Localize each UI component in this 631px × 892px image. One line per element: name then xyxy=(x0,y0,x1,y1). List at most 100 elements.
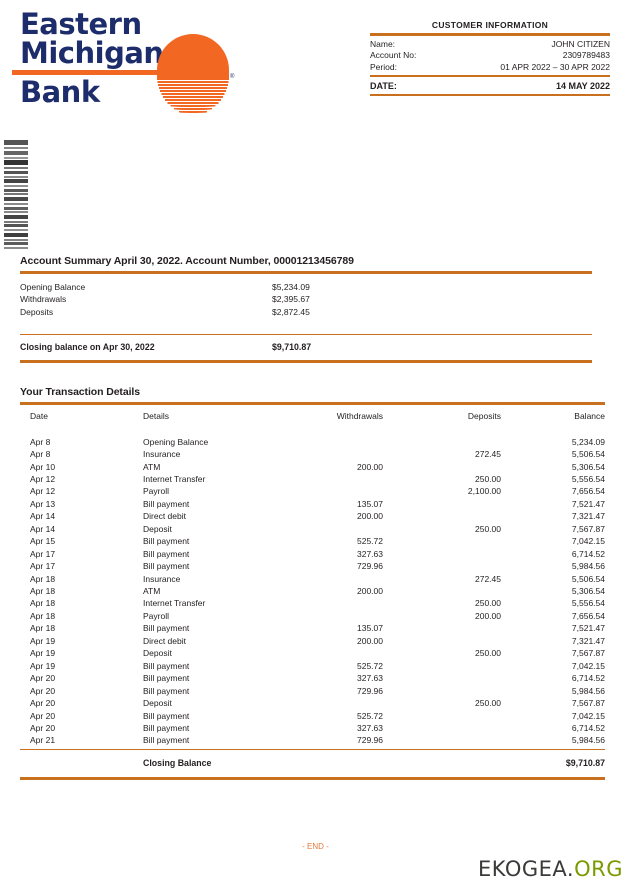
transactions-bottom-rule xyxy=(20,748,605,751)
cell-balance: 5,506.54 xyxy=(571,449,605,460)
sun-dome xyxy=(157,34,229,78)
cell-date: Apr 14 xyxy=(30,523,56,534)
table-row: Apr 19 Bill payment 525.72 7,042.15 xyxy=(20,660,605,672)
cell-balance: 6,714.52 xyxy=(571,723,605,734)
cell-balance: 5,506.54 xyxy=(571,573,605,584)
cell-deposits: 272.45 xyxy=(475,573,501,584)
cell-date: Apr 12 xyxy=(30,473,56,484)
cell-balance: 7,567.87 xyxy=(571,648,605,659)
cell-balance: 5,984.56 xyxy=(571,561,605,572)
account-summary-top-rule xyxy=(20,271,592,274)
statement-header: Eastern Michigan Bank ® CUSTOMER INFORMA… xyxy=(0,0,631,128)
table-row: Apr 18 Bill payment 135.07 7,521.47 xyxy=(20,622,605,634)
cell-withdrawals xyxy=(278,597,393,609)
account-summary-section: Account Summary April 30, 2022. Account … xyxy=(20,255,592,363)
transactions-final-rule xyxy=(20,777,605,780)
cell-withdrawals xyxy=(278,523,393,535)
cell-date: Apr 10 xyxy=(30,461,56,472)
cell-withdrawals: 525.72 xyxy=(357,710,383,721)
cell-balance: 5,984.56 xyxy=(571,685,605,696)
column-header-withdrawals: Withdrawals xyxy=(336,410,383,421)
table-row: Apr 18 Payroll 200.00 7,656.54 xyxy=(20,610,605,622)
summary-closing-top-rule xyxy=(20,334,592,336)
cell-date: Apr 19 xyxy=(30,635,56,646)
cell-date: Apr 17 xyxy=(30,561,56,572)
table-row: Apr 18 Internet Transfer 250.00 5,556.54 xyxy=(20,597,605,609)
table-row: Apr 14 Direct debit 200.00 7,321.47 xyxy=(20,510,605,522)
cell-withdrawals: 200.00 xyxy=(357,635,383,646)
cell-details: Bill payment xyxy=(143,561,190,572)
cell-date: Apr 8 xyxy=(30,436,51,447)
cell-date: Apr 20 xyxy=(30,685,56,696)
cell-balance: 6,714.52 xyxy=(571,673,605,684)
opening-balance-label: Opening Balance xyxy=(20,281,86,292)
cell-deposits xyxy=(393,436,511,448)
summary-row: Withdrawals $2,395.67 xyxy=(20,293,592,306)
cell-balance: 7,567.87 xyxy=(571,698,605,709)
customer-info-row: Name: JOHN CITIZEN xyxy=(370,39,610,51)
cell-deposits xyxy=(393,585,511,597)
column-header-date: Date xyxy=(30,410,48,421)
table-row: Apr 8 Opening Balance 5,234.09 xyxy=(20,436,605,448)
cell-deposits xyxy=(393,635,511,647)
cell-withdrawals xyxy=(278,610,393,622)
customer-info-top-rule xyxy=(370,33,610,36)
transactions-title: Your Transaction Details xyxy=(20,386,140,398)
registered-mark-icon: ® xyxy=(230,74,235,80)
cell-date: Apr 8 xyxy=(30,449,51,460)
cell-balance: 7,321.47 xyxy=(571,635,605,646)
period-label: Period: xyxy=(370,61,397,72)
cell-details: Bill payment xyxy=(143,536,190,547)
cell-date: Apr 19 xyxy=(30,648,56,659)
transactions-footer-row: Closing Balance $9,710.87 xyxy=(20,750,605,777)
table-header-row: Date Details Withdrawals Deposits Balanc… xyxy=(20,405,605,426)
cell-withdrawals: 327.63 xyxy=(357,673,383,684)
cell-withdrawals: 327.63 xyxy=(357,548,383,559)
column-header-balance: Balance xyxy=(574,410,605,421)
table-row: Apr 17 Bill payment 729.96 5,984.56 xyxy=(20,560,605,572)
table-row: Apr 18 ATM 200.00 5,306.54 xyxy=(20,585,605,597)
cell-deposits: 250.00 xyxy=(475,698,501,709)
account-no-label: Account No: xyxy=(370,50,417,61)
table-row: Apr 12 Internet Transfer 250.00 5,556.54 xyxy=(20,473,605,485)
cell-details: Bill payment xyxy=(143,723,190,734)
table-row: Apr 21 Bill payment 729.96 5,984.56 xyxy=(20,734,605,746)
footer-withdrawals-cell xyxy=(278,757,393,770)
watermark-accent-text: ORG xyxy=(574,857,623,881)
table-row: Apr 13 Bill payment 135.07 7,521.47 xyxy=(20,498,605,510)
deposits-label: Deposits xyxy=(20,306,54,317)
cell-balance: 5,306.54 xyxy=(571,586,605,597)
cell-deposits xyxy=(393,734,511,746)
cell-deposits xyxy=(393,560,511,572)
cell-details: Bill payment xyxy=(143,498,190,509)
cell-withdrawals xyxy=(278,697,393,709)
cell-withdrawals: 729.96 xyxy=(357,735,383,746)
customer-name-label: Name: xyxy=(370,38,396,49)
summary-spacer xyxy=(20,322,592,334)
cell-withdrawals xyxy=(278,473,393,485)
sunrise-icon: ® xyxy=(157,34,234,113)
cell-deposits: 200.00 xyxy=(475,610,501,621)
withdrawals-amount: $2,395.67 xyxy=(272,294,310,305)
table-row: Apr 18 Insurance 272.45 5,506.54 xyxy=(20,573,605,585)
customer-info-row: Period: 01 APR 2022 – 30 APR 2022 xyxy=(370,62,610,74)
cell-withdrawals: 135.07 xyxy=(357,623,383,634)
table-row: Apr 20 Bill payment 729.96 5,984.56 xyxy=(20,685,605,697)
cell-date: Apr 17 xyxy=(30,548,56,559)
footer-deposits-cell xyxy=(393,757,511,770)
cell-withdrawals: 135.07 xyxy=(357,498,383,509)
table-row: Apr 20 Bill payment 327.63 6,714.52 xyxy=(20,672,605,684)
cell-details: ATM xyxy=(143,461,161,472)
statement-date-label: DATE: xyxy=(370,80,397,91)
cell-date: Apr 18 xyxy=(30,598,56,609)
cell-date: Apr 14 xyxy=(30,511,56,522)
cell-details: Bill payment xyxy=(143,660,190,671)
site-watermark: EKOGEA.ORG xyxy=(478,857,623,881)
cell-details: Bill payment xyxy=(143,735,190,746)
table-row: Apr 20 Bill payment 327.63 6,714.52 xyxy=(20,722,605,734)
cell-date: Apr 18 xyxy=(30,573,56,584)
cell-withdrawals: 525.72 xyxy=(357,536,383,547)
customer-info-rows: Name: JOHN CITIZEN Account No: 230978948… xyxy=(370,36,610,76)
cell-details: Bill payment xyxy=(143,710,190,721)
cell-deposits: 250.00 xyxy=(475,648,501,659)
